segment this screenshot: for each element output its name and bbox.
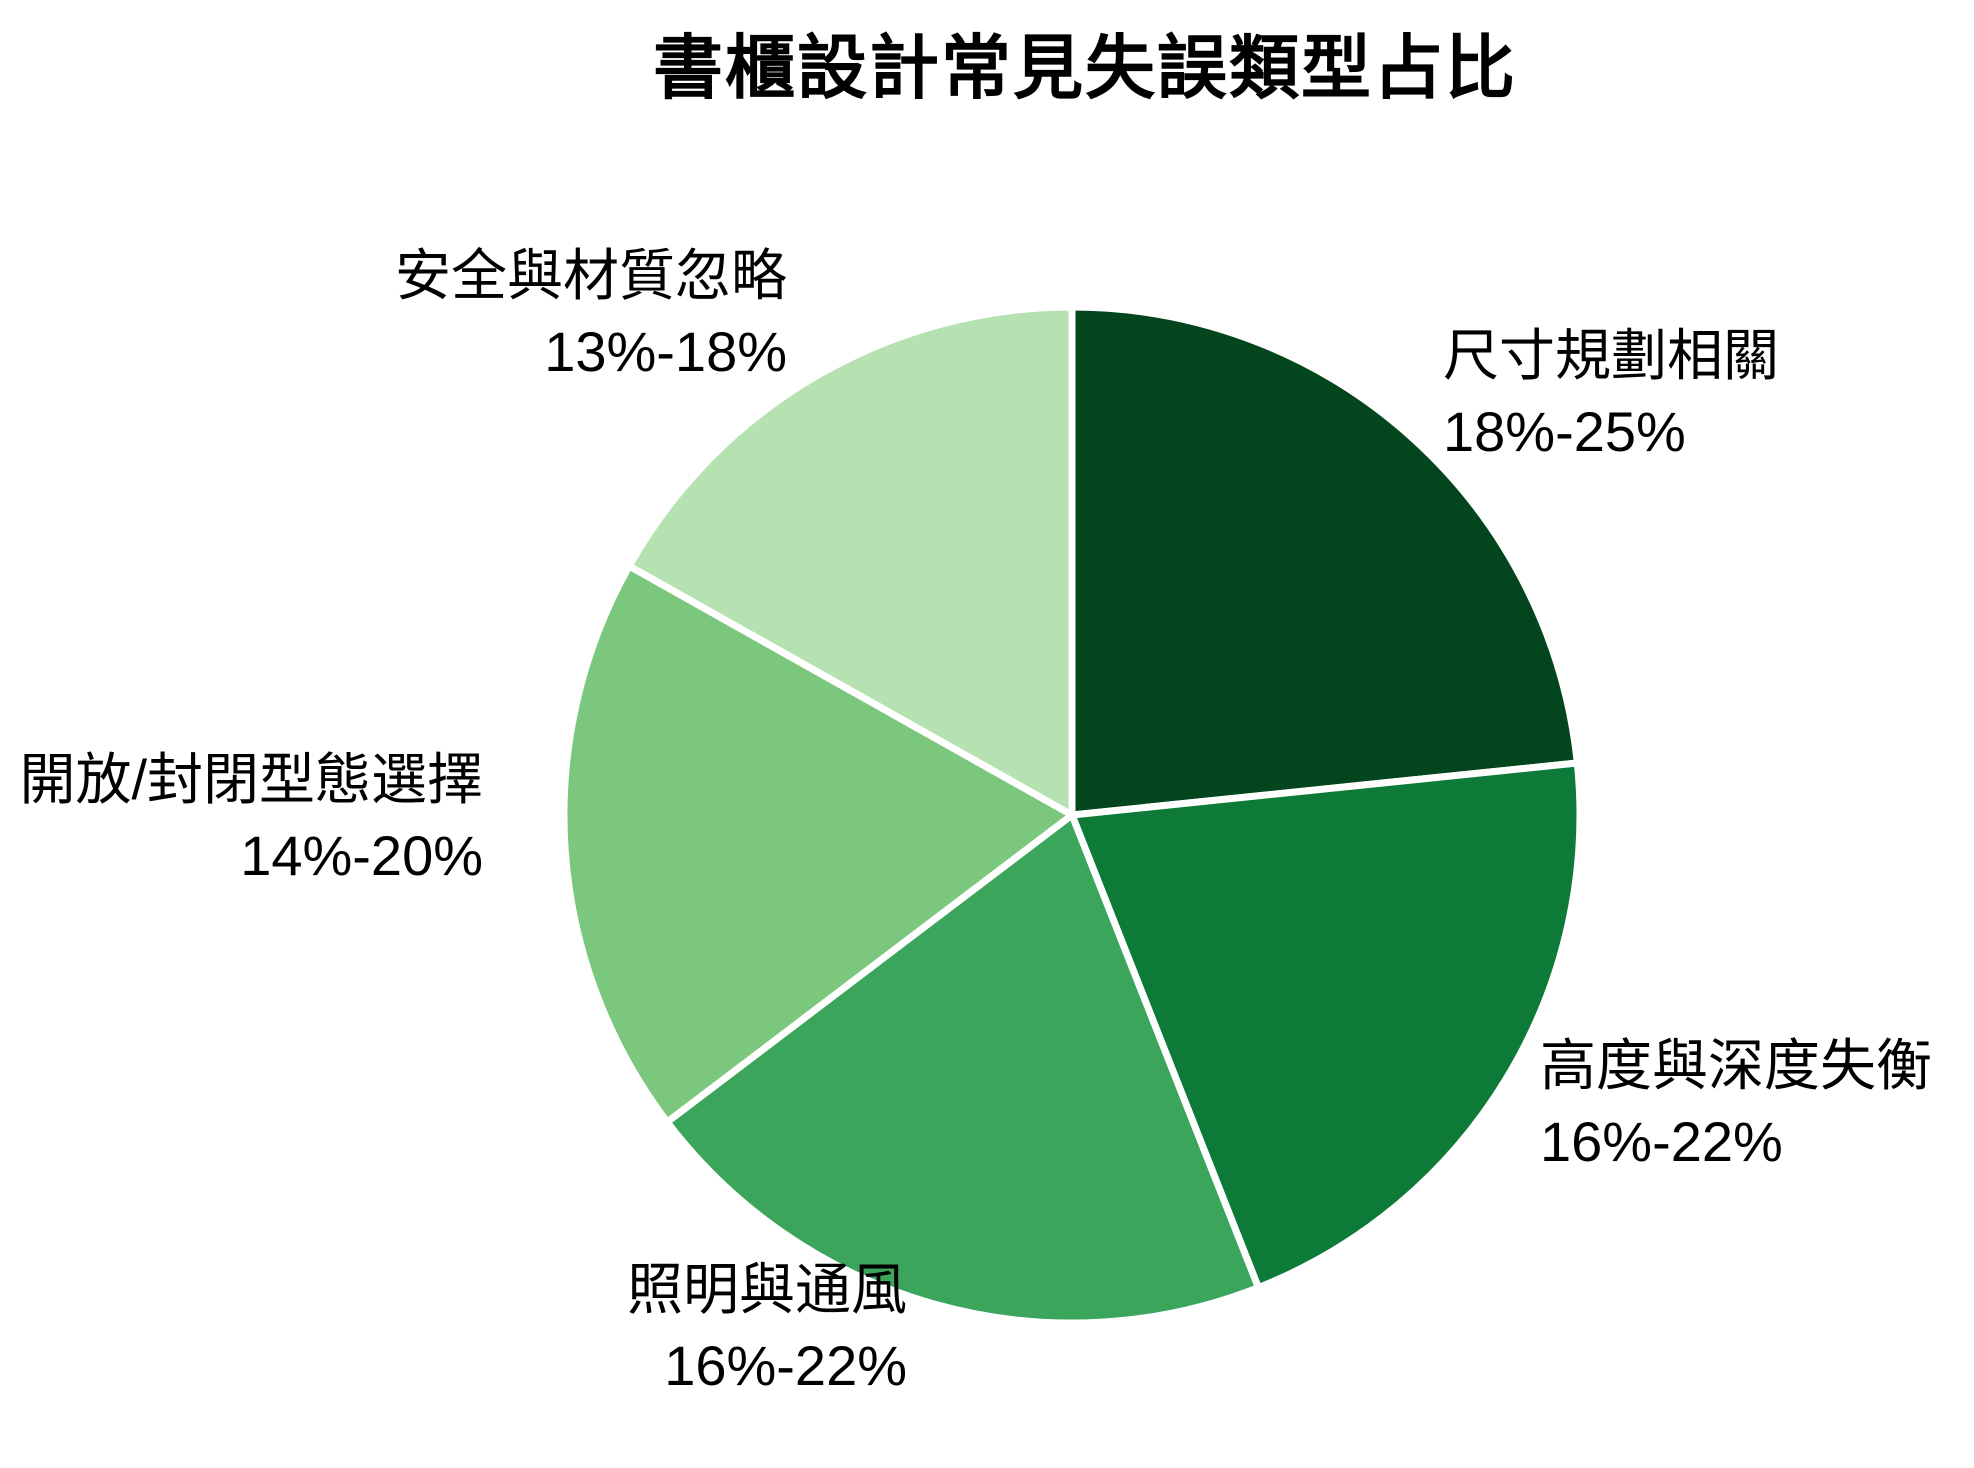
pie-slice-4: [625, 303, 1076, 819]
pie-slice-0: [1068, 303, 1581, 819]
slice-label-range: 18%-25%: [1443, 400, 1686, 463]
chart-title: 書櫃設計常見失誤類型占比: [653, 29, 1517, 107]
slice-label-range: 14%-20%: [240, 824, 483, 887]
slice-label-range: 16%-22%: [1540, 1110, 1783, 1173]
slice-label-range: 16%-22%: [664, 1334, 907, 1397]
slice-label-name: 安全與材質忽略: [395, 244, 787, 307]
slice-label-name: 開放/封閉型態選擇: [19, 748, 483, 811]
slice-label-size-planning: 尺寸規劃相關 18%-25%: [1443, 318, 1779, 470]
pie-slice-3: [560, 562, 1076, 1126]
pie-slice-1: [1068, 759, 1584, 1292]
slice-label-safety-material: 安全與材質忽略 13%-18%: [395, 238, 787, 390]
slice-label-height-depth: 高度與深度失衡 16%-22%: [1540, 1028, 1932, 1180]
slice-label-name: 尺寸規劃相關: [1443, 324, 1779, 387]
slice-label-name: 照明與通風: [627, 1258, 907, 1321]
pie-slice-2: [663, 811, 1262, 1327]
slice-label-open-closed-type: 開放/封閉型態選擇 14%-20%: [19, 742, 483, 894]
slice-label-lighting-ventilation: 照明與通風 16%-22%: [627, 1252, 907, 1404]
slice-label-name: 高度與深度失衡: [1540, 1034, 1932, 1097]
slice-label-range: 13%-18%: [544, 320, 787, 383]
